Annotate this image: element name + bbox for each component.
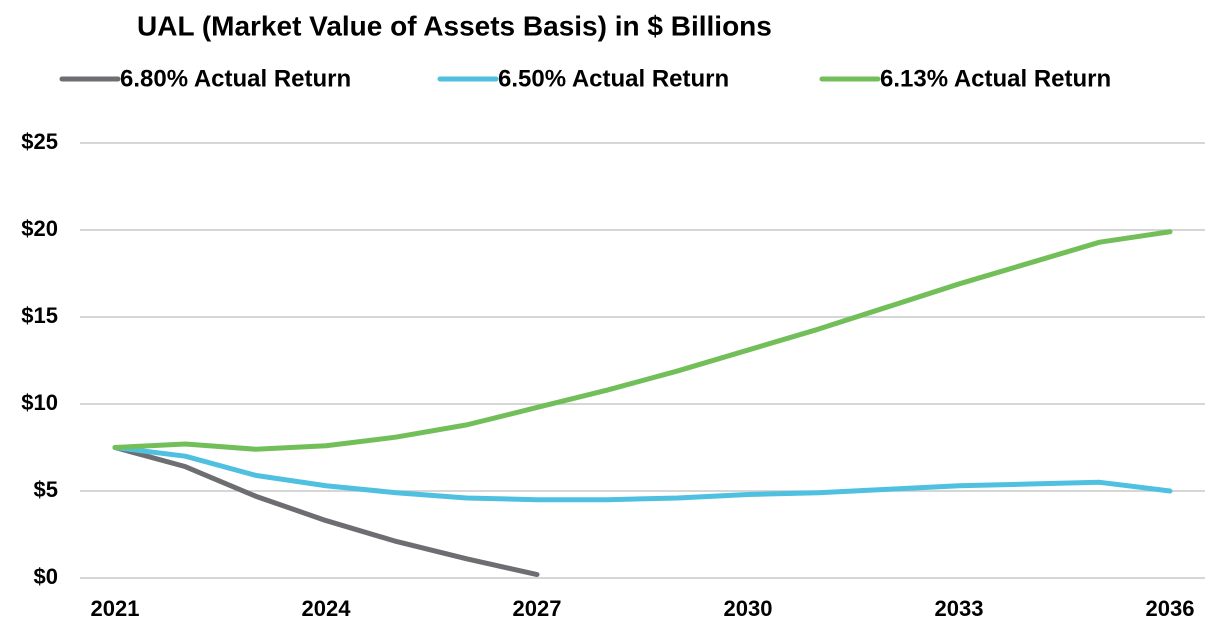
series-line — [112, 445, 540, 578]
chart-title: UAL (Market Value of Assets Basis) in $ … — [137, 10, 772, 41]
x-tick-label: 2033 — [935, 596, 984, 621]
legend-label: 6.50% Actual Return — [498, 65, 729, 92]
x-tick-label: 2036 — [1146, 596, 1195, 621]
x-tick-label: 2024 — [302, 596, 352, 621]
series-line — [112, 229, 1173, 452]
x-tick-label: 2030 — [724, 596, 773, 621]
y-tick-label: $0 — [34, 564, 58, 589]
y-tick-label: $10 — [21, 390, 58, 415]
y-tick-label: $5 — [34, 477, 58, 502]
series-line — [112, 445, 1173, 503]
y-tick-label: $15 — [21, 303, 58, 328]
y-tick-label: $25 — [21, 129, 58, 154]
y-tick-label: $20 — [21, 216, 58, 241]
x-tick-label: 2021 — [91, 596, 140, 621]
legend-label: 6.13% Actual Return — [880, 65, 1111, 92]
x-tick-label: 2027 — [513, 596, 562, 621]
legend-label: 6.80% Actual Return — [120, 65, 351, 92]
